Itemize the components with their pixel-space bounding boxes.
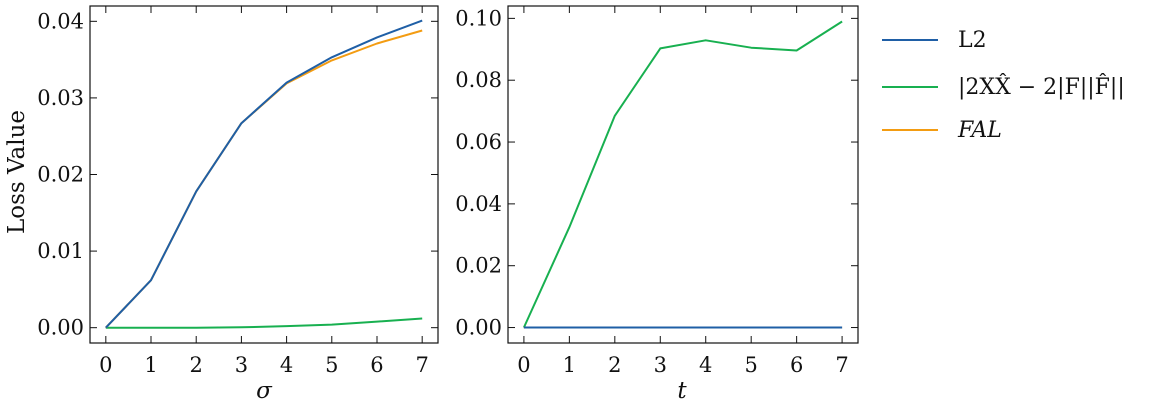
right-y-tick-label: 0.00 [455,316,502,340]
right-x-tick-label: 4 [699,353,712,377]
left-series-fal-line [105,29,423,329]
legend: L2 |2XX̂ − 2|F||F̂|| FAL [882,28,1125,143]
right-y-tick-label: 0.02 [455,254,502,278]
right-y-tick-label: 0.04 [455,192,502,216]
left-x-tick-label: 5 [325,353,338,377]
left-x-tick-label: 1 [144,353,157,377]
left-x-tick-label: 4 [280,353,293,377]
left-plot-frame [89,5,439,344]
left-x-tick-label: 2 [190,353,203,377]
legend-label-freq: |2XX̂ − 2|F||F̂|| [958,74,1125,100]
left-x-tick-label: 7 [415,353,428,377]
left-y-axis-label: Loss Value [4,110,30,234]
left-y-tick-label: 0.02 [37,163,84,187]
left-y-tick-label: 0.03 [37,86,84,110]
right-plot-frame [507,5,859,344]
left-x-tick-label: 0 [99,353,112,377]
left-series-l2-line [105,19,423,329]
left-series-freq-line [105,317,423,329]
left-y-tick-label: 0.00 [37,316,84,340]
right-x-tick-label: 6 [790,353,803,377]
left-x-axis-label: σ [256,378,273,404]
right-chart: 0 1 2 3 4 5 6 7 0.00 0.02 0.04 0.06 0.08 0.10 [455,5,859,377]
right-y-tick-label: 0.06 [455,130,502,154]
right-series-freq-line [522,20,843,328]
right-x-tick-label: 1 [563,353,576,377]
right-x-axis-label: t [677,378,687,404]
left-x-tick-label: 6 [370,353,383,377]
legend-label-fal: FAL [957,118,1002,143]
right-x-tick-label: 3 [654,353,667,377]
left-y-tick-label: 0.04 [37,9,84,33]
left-y-tick-label: 0.01 [37,239,84,263]
right-x-tick-label: 2 [608,353,621,377]
right-x-tick-label: 5 [744,353,757,377]
right-x-tick-label: 0 [517,353,530,377]
right-y-tick-label: 0.10 [455,6,502,30]
right-x-tick-label: 7 [835,353,848,377]
left-chart: 0 1 2 3 4 5 6 7 0.00 0.01 0.02 0.03 0.04 [37,5,439,377]
left-x-tick-label: 3 [235,353,248,377]
legend-label-l2: L2 [958,28,987,53]
right-y-tick-label: 0.08 [455,68,502,92]
